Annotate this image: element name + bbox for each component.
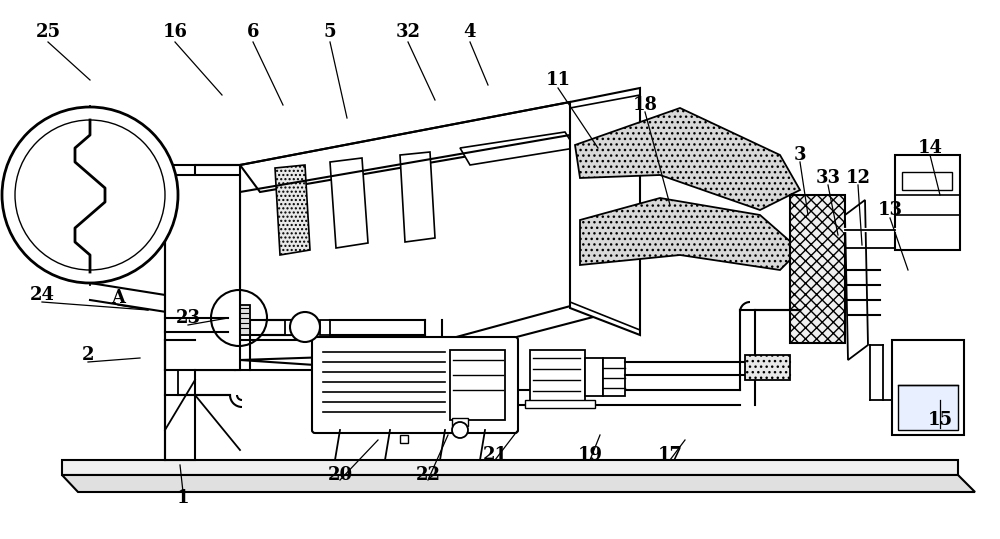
- Bar: [83, 113, 97, 127]
- Bar: [790, 195, 845, 343]
- Bar: [530, 350, 585, 405]
- Polygon shape: [240, 102, 620, 192]
- Circle shape: [2, 107, 178, 283]
- Bar: [892, 340, 964, 435]
- Text: A: A: [111, 289, 125, 307]
- Bar: [285, 320, 295, 335]
- Polygon shape: [460, 132, 575, 165]
- Polygon shape: [575, 108, 800, 210]
- Text: 1: 1: [177, 489, 189, 507]
- Bar: [898, 385, 958, 430]
- Bar: [228, 305, 250, 335]
- Text: 13: 13: [878, 201, 902, 219]
- Polygon shape: [195, 340, 390, 370]
- Text: 15: 15: [927, 411, 953, 429]
- Polygon shape: [62, 460, 958, 475]
- Text: 25: 25: [35, 23, 61, 41]
- Text: 22: 22: [416, 466, 440, 484]
- Bar: [902, 172, 952, 190]
- Polygon shape: [240, 298, 620, 370]
- Text: 21: 21: [482, 446, 508, 464]
- Polygon shape: [275, 165, 310, 255]
- Circle shape: [290, 312, 320, 342]
- Bar: [452, 418, 468, 426]
- Bar: [585, 358, 603, 396]
- Text: 32: 32: [396, 23, 420, 41]
- Text: 11: 11: [546, 71, 570, 89]
- Text: 16: 16: [162, 23, 188, 41]
- Bar: [450, 350, 505, 420]
- Text: 5: 5: [324, 23, 336, 41]
- Bar: [603, 358, 625, 396]
- Text: 24: 24: [30, 286, 54, 304]
- Bar: [745, 355, 790, 380]
- Polygon shape: [62, 475, 975, 492]
- Text: 4: 4: [464, 23, 476, 41]
- Text: 17: 17: [658, 446, 682, 464]
- Bar: [525, 400, 595, 408]
- Text: 3: 3: [794, 146, 806, 164]
- Polygon shape: [330, 158, 368, 248]
- Text: 12: 12: [846, 169, 870, 187]
- Circle shape: [452, 422, 468, 438]
- Text: 19: 19: [578, 446, 602, 464]
- Text: 6: 6: [247, 23, 259, 41]
- FancyBboxPatch shape: [312, 337, 518, 433]
- Text: 2: 2: [82, 346, 94, 364]
- Polygon shape: [570, 88, 640, 335]
- Bar: [895, 155, 960, 250]
- Polygon shape: [165, 175, 240, 460]
- Bar: [400, 435, 408, 443]
- Text: 18: 18: [633, 96, 658, 114]
- Text: 14: 14: [918, 139, 942, 157]
- Polygon shape: [400, 152, 435, 242]
- Polygon shape: [195, 165, 240, 360]
- Text: 33: 33: [816, 169, 840, 187]
- Polygon shape: [580, 198, 800, 270]
- Polygon shape: [845, 200, 868, 360]
- Text: 23: 23: [176, 309, 200, 327]
- Text: 20: 20: [327, 466, 353, 484]
- Bar: [320, 320, 330, 335]
